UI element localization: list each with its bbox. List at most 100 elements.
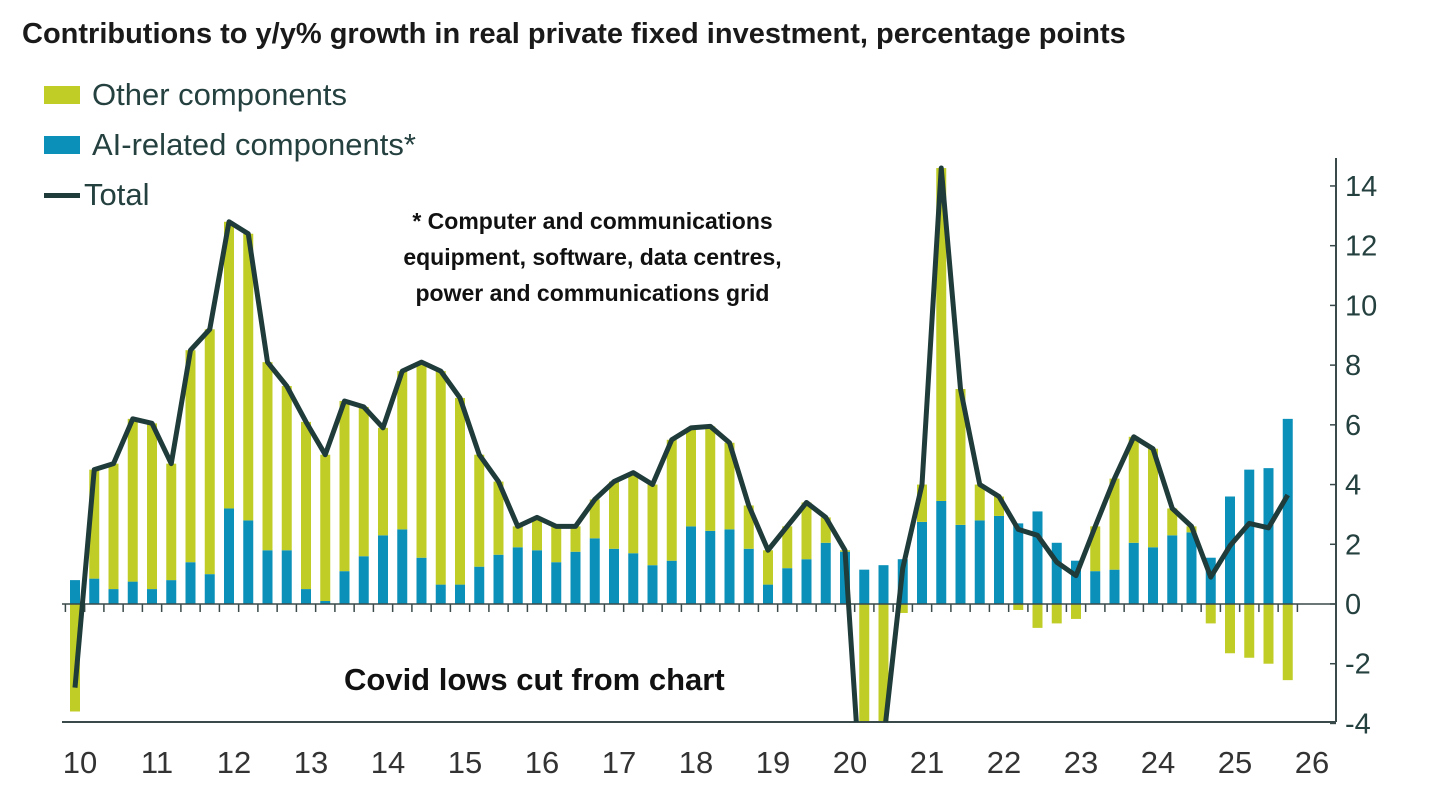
legend-label-total: Total [84,177,150,212]
bar-ai [281,550,292,604]
bar-other [224,221,234,509]
bar-ai [70,580,80,604]
bar-other [878,604,889,722]
y-tick-label: 2 [1345,529,1361,561]
y-tick-label: 6 [1345,410,1361,442]
total-line [883,165,1290,723]
bar-ai [1109,569,1120,604]
bar-ai [532,550,542,604]
bar-ai [859,569,870,604]
x-tick-label: 11 [141,745,173,780]
annotation-line: * Computer and communications [412,208,773,234]
bar-other [339,400,350,572]
bar-other [1109,478,1120,570]
bar-ai [243,520,254,604]
bar-ai [551,562,562,604]
bar-other [262,362,273,551]
bar-ai [974,520,985,604]
bar-ai [512,547,523,604]
bar-other [917,484,927,522]
bar-ai [589,538,600,604]
bar-other [994,496,1004,516]
bar-ai [743,548,754,604]
bar-ai [358,556,369,604]
bar-ai [1128,542,1139,604]
bar-other [320,454,331,602]
x-tick-label: 21 [910,745,944,780]
bar-other [301,421,311,590]
bar-ai [1244,469,1255,604]
bar-other [859,604,870,722]
bar-other [628,472,639,554]
x-tick-label: 24 [1141,745,1175,780]
bar-other [647,484,658,566]
bar-other [589,499,600,539]
bar-other [705,426,716,531]
bar-ai [820,542,831,604]
bar-other [570,526,581,552]
bar-ai [474,566,485,604]
bar-other [455,397,465,585]
y-tick-label: 12 [1345,231,1377,263]
bar-ai [1167,535,1178,604]
bar-ai [1263,468,1274,604]
bar-ai [955,524,966,604]
bar-other [1148,448,1158,548]
bar-other [147,423,157,590]
x-tick-label: 23 [1064,745,1098,780]
legend-item-ai: AI-related components* [44,120,416,170]
bar-other [666,439,677,561]
bar-ai [166,580,177,604]
bar-ai [89,578,100,604]
y-tick-label: 4 [1345,470,1361,502]
bar-other [185,350,196,563]
bar-other [243,233,254,521]
bar-ai [204,574,215,604]
legend-label-other: Other components [92,77,348,112]
bar-ai [1205,557,1216,604]
bar-ai [647,565,658,604]
bar-ai [127,581,138,604]
bar-ai [936,500,947,604]
bar-ai [801,559,812,604]
x-tick-label: 25 [1218,745,1252,780]
x-tick-label: 16 [525,745,559,780]
bar-other [435,371,446,585]
bar-other [397,371,408,530]
chart-title: Contributions to y/y% growth in real pri… [22,18,1126,50]
bar-ai [378,535,388,604]
bar-ai [763,584,773,604]
bar-other [763,550,773,585]
bar-other [782,526,793,569]
bar-ai [185,562,196,604]
bar-other [936,168,947,501]
bar-other [955,389,966,525]
bar-ai [686,526,696,604]
x-tick-label: 22 [987,745,1021,780]
y-tick-label: -4 [1345,708,1371,740]
bar-ai [320,601,331,604]
x-tick-label: 20 [833,745,867,780]
bar-other [70,604,80,712]
bar-other [686,427,696,527]
bar-other [974,484,985,521]
bar-other [1263,604,1274,664]
bar-ai [435,584,446,604]
y-tick-label: 10 [1345,290,1377,322]
bar-ai [994,515,1004,604]
bar-other [1167,508,1178,536]
bar-ai [1090,571,1101,604]
bar-ai [1051,542,1062,604]
bar-other [358,406,369,557]
x-tick-label: 14 [371,745,405,780]
bar-ai [339,571,350,604]
y-tick-label: 14 [1345,171,1377,203]
x-tick-label: 15 [448,745,482,780]
bar-ai [455,584,465,604]
bar-other [1282,604,1293,681]
legend: Other components AI-related components* … [44,70,416,220]
bar-other [1071,604,1081,619]
y-tick-label: 8 [1345,350,1361,382]
bar-other [897,604,908,613]
